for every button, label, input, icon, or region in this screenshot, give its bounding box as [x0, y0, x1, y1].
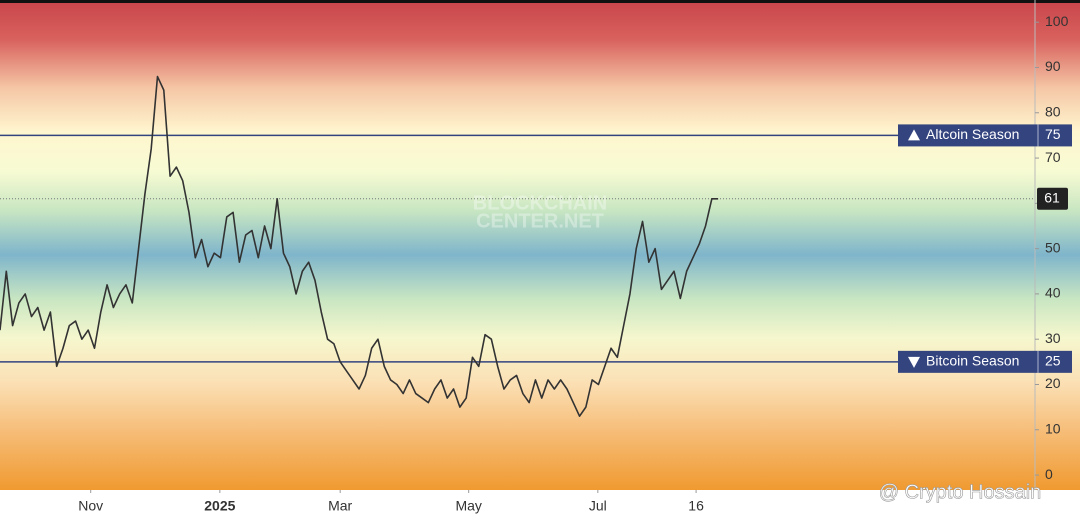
reference-label: Bitcoin Season	[926, 353, 1019, 369]
series-line	[0, 75, 719, 417]
x-tick-label: Jul	[589, 498, 607, 514]
x-tick-label: 16	[688, 498, 704, 514]
reference-value: 25	[1045, 353, 1061, 369]
y-tick-label: 70	[1045, 149, 1061, 165]
y-tick-label: 0	[1045, 466, 1053, 482]
reference-badge	[898, 124, 1072, 147]
top-border	[0, 0, 1080, 3]
last-value-label: 61	[1044, 190, 1060, 206]
reference-badge	[898, 350, 1072, 373]
y-tick-label: 90	[1045, 58, 1061, 74]
reference-label: Altcoin Season	[926, 126, 1019, 142]
y-tick-label: 20	[1045, 375, 1061, 391]
x-tick-label: 2025	[204, 498, 235, 514]
x-tick-label: May	[455, 498, 481, 514]
y-tick-label: 30	[1045, 330, 1061, 346]
x-tick-label: Mar	[328, 498, 352, 514]
direction-icon	[908, 356, 920, 368]
y-tick-label: 50	[1045, 239, 1061, 255]
x-tick-label: Nov	[78, 498, 103, 514]
direction-icon	[908, 129, 920, 141]
y-tick-label: 100	[1045, 13, 1069, 29]
background	[0, 0, 1080, 490]
watermark: CENTER.NET	[476, 210, 604, 232]
y-tick-label: 80	[1045, 103, 1061, 119]
watermark: @ Crypto Hossain	[879, 481, 1042, 503]
reference-value: 75	[1045, 126, 1061, 142]
y-tick-label: 40	[1045, 285, 1061, 301]
last-value-badge	[1037, 187, 1068, 210]
y-tick-label: 10	[1045, 420, 1061, 436]
watermark: BLOCKCHAIN	[473, 192, 607, 214]
